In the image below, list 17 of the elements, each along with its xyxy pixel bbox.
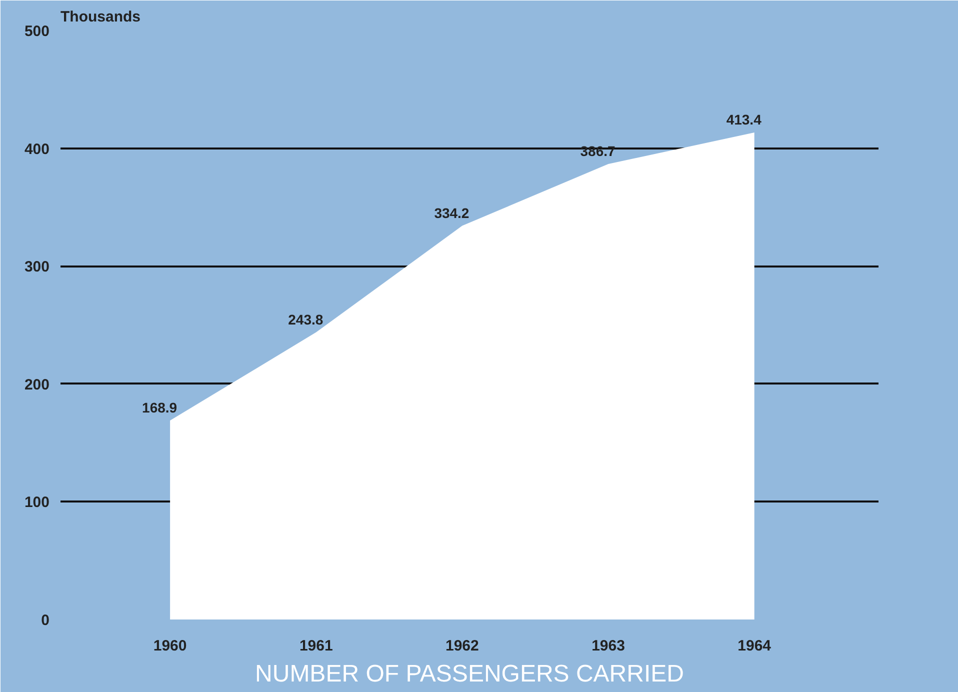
data-label: 413.4 [726,112,762,128]
y-tick-label: 500 [24,23,50,40]
y-axis-title: Thousands [60,8,141,26]
x-tick-label: 1964 [738,638,772,654]
x-tick-label: 1961 [299,638,333,654]
y-tick-label: 100 [24,494,50,512]
x-tick-label: 1960 [153,638,187,654]
data-label: 243.8 [288,311,324,328]
x-tick-label: 1963 [592,638,625,654]
text: NUMBER OF PASSENGERS CARRIED [255,660,684,688]
data-label: 334.2 [434,204,470,221]
x-tick-label: 1962 [446,638,479,654]
y-tick-label: 0 [41,612,50,629]
data-label: 168.9 [142,400,178,416]
y-tick-label: 200 [24,376,50,394]
y-tick-label: 400 [24,140,50,158]
y-tick-label: 300 [24,258,50,276]
